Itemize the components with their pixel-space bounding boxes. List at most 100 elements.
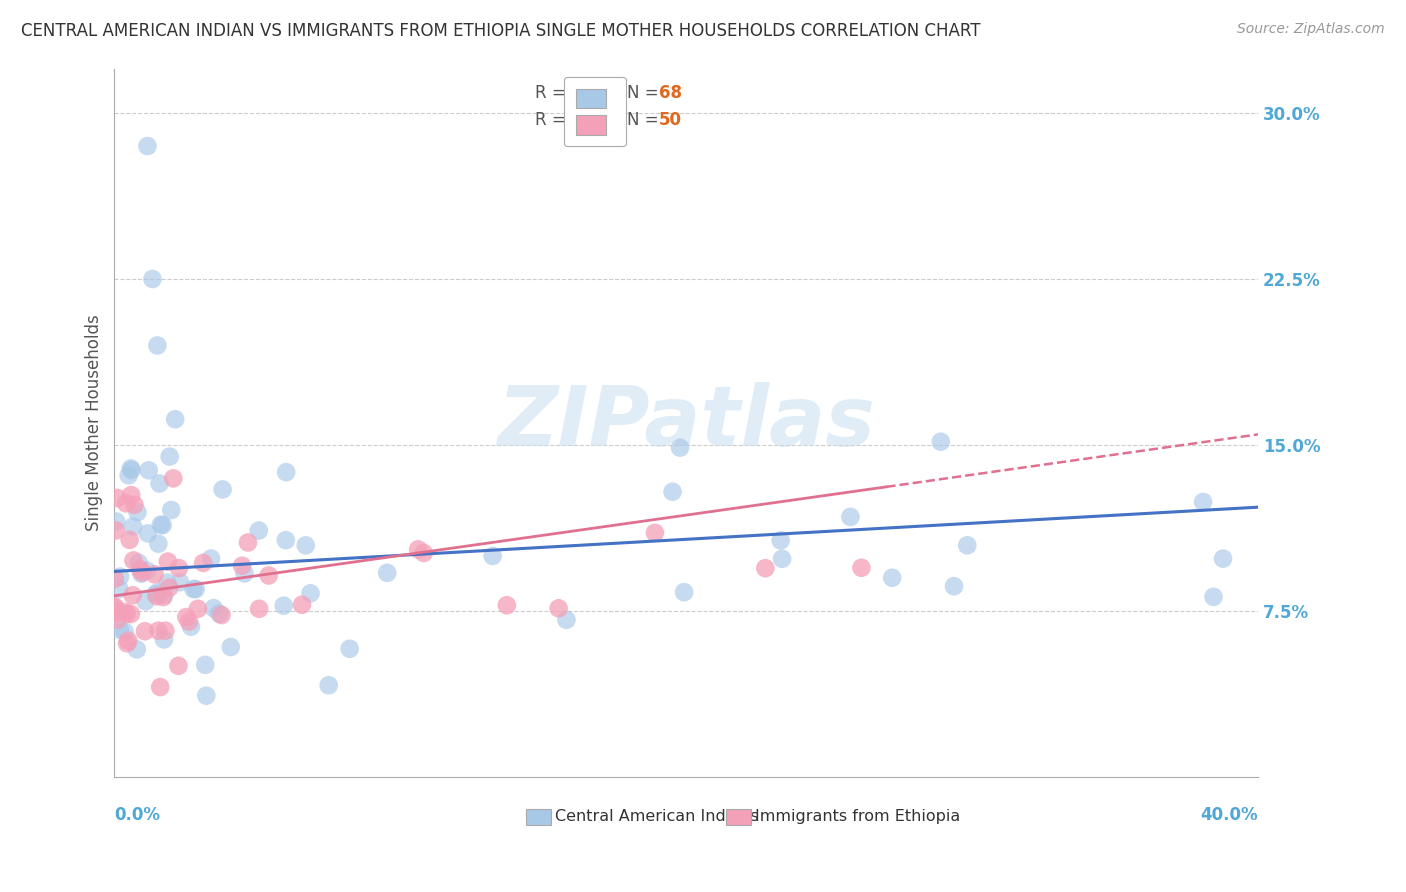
Point [105, 491, 128, 505]
Point [136, 526, 159, 541]
Point [120, 607, 142, 621]
Text: Central American Indians: Central American Indians [555, 809, 758, 824]
Point [117, 468, 139, 483]
Point [114, 624, 136, 639]
Legend: , : , [564, 77, 626, 146]
Point [120, 488, 142, 502]
Point [105, 605, 128, 619]
Point [129, 563, 152, 577]
Point [120, 461, 142, 475]
Point [236, 535, 259, 549]
FancyBboxPatch shape [727, 809, 751, 825]
Point [152, 518, 174, 533]
Point [167, 561, 190, 575]
Point [839, 509, 862, 524]
Point [148, 536, 170, 550]
Point [114, 605, 136, 619]
Point [273, 599, 295, 613]
Point [149, 517, 172, 532]
Point [124, 498, 146, 512]
Point [1202, 590, 1225, 604]
Point [146, 338, 169, 352]
Point [121, 463, 143, 477]
Point [155, 624, 177, 638]
Point [117, 633, 139, 648]
Point [159, 450, 181, 464]
Point [104, 605, 127, 619]
Point [247, 524, 270, 538]
Point [929, 434, 952, 449]
Point [669, 441, 692, 455]
Point [156, 575, 179, 590]
Point [131, 566, 153, 581]
Point [169, 575, 191, 590]
Point [121, 588, 143, 602]
Point [1192, 495, 1215, 509]
Text: 68: 68 [659, 85, 682, 103]
Point [495, 599, 517, 613]
Point [257, 568, 280, 582]
Point [291, 598, 314, 612]
Point [195, 689, 218, 703]
Point [294, 538, 316, 552]
Point [412, 546, 434, 560]
Point [644, 525, 666, 540]
Point [128, 556, 150, 570]
Point [231, 558, 253, 573]
Point [769, 533, 792, 548]
Point [276, 465, 298, 479]
Point [146, 590, 169, 604]
Point [122, 519, 145, 533]
Point [153, 588, 176, 602]
Point [943, 579, 966, 593]
Point [1212, 551, 1234, 566]
Point [247, 602, 270, 616]
Point [143, 567, 166, 582]
Point [851, 560, 873, 574]
Point [127, 505, 149, 519]
Point [141, 272, 163, 286]
Point [193, 556, 215, 570]
Point [134, 624, 156, 639]
Point [136, 564, 159, 578]
Point [149, 680, 172, 694]
FancyBboxPatch shape [526, 809, 551, 825]
Point [673, 585, 696, 599]
Point [219, 640, 242, 654]
Point [375, 566, 398, 580]
Point [162, 471, 184, 485]
Text: ZIPatlas: ZIPatlas [498, 383, 875, 464]
Point [318, 678, 340, 692]
Point [956, 538, 979, 552]
Point [211, 608, 233, 623]
Point [547, 601, 569, 615]
Point [233, 566, 256, 581]
Text: N =: N = [627, 85, 664, 103]
Point [194, 657, 217, 672]
Point [146, 585, 169, 599]
Text: R =: R = [536, 111, 571, 128]
Text: R =: R = [536, 85, 571, 103]
Point [131, 566, 153, 580]
Point [184, 582, 207, 596]
Point [115, 496, 138, 510]
Text: Immigrants from Ethiopia: Immigrants from Ethiopia [755, 809, 960, 824]
Point [481, 549, 503, 563]
Point [406, 542, 429, 557]
Text: N =: N = [627, 111, 664, 128]
Point [160, 503, 183, 517]
Text: CENTRAL AMERICAN INDIAN VS IMMIGRANTS FROM ETHIOPIA SINGLE MOTHER HOUSEHOLDS COR: CENTRAL AMERICAN INDIAN VS IMMIGRANTS FR… [21, 22, 980, 40]
Point [108, 582, 131, 596]
Point [115, 607, 138, 621]
Point [183, 582, 205, 596]
Point [156, 555, 179, 569]
Point [148, 624, 170, 638]
Point [555, 613, 578, 627]
Point [135, 594, 157, 608]
Point [103, 599, 125, 614]
Point [138, 463, 160, 477]
Point [136, 139, 159, 153]
Point [104, 600, 127, 615]
Point [108, 569, 131, 583]
Point [152, 590, 174, 604]
